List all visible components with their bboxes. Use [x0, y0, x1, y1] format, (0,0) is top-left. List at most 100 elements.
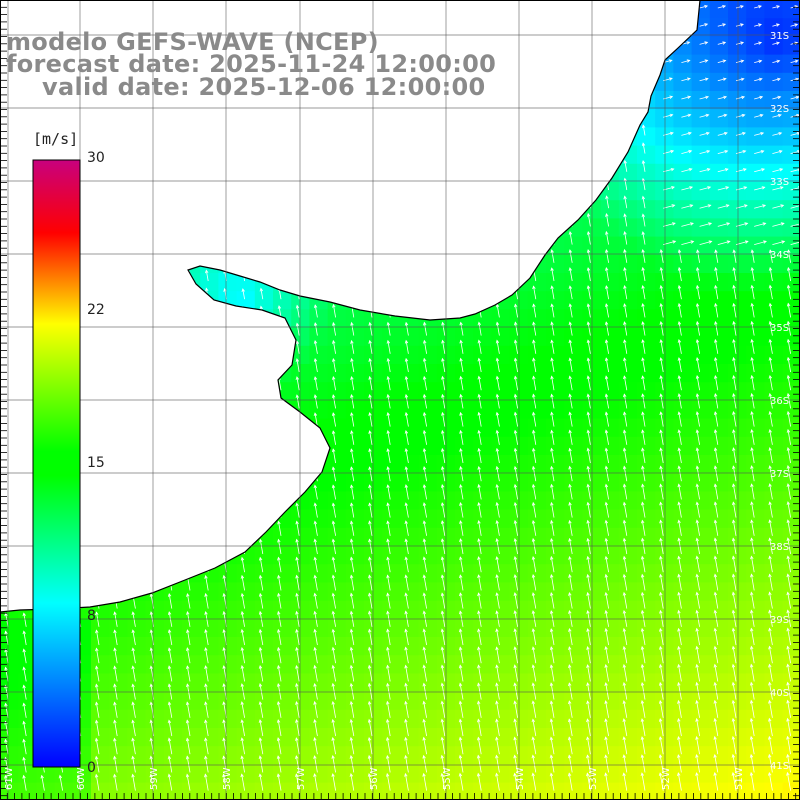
- wind-arrow: [496, 322, 500, 336]
- wind-arrow: [717, 222, 730, 227]
- wind-arrow: [605, 340, 609, 354]
- wind-arrow: [423, 394, 427, 409]
- wind-arrow: [735, 60, 744, 63]
- wind-arrow: [678, 664, 682, 682]
- wind-arrow: [460, 430, 464, 445]
- wind-arrow: [714, 411, 719, 427]
- wind-arrow: [532, 484, 537, 500]
- wind-arrow: [587, 394, 591, 409]
- wind-arrow: [714, 772, 719, 791]
- wind-arrow: [423, 701, 427, 718]
- wind-arrow: [332, 340, 336, 354]
- wind-arrow: [751, 357, 755, 373]
- wind-arrow: [96, 630, 100, 646]
- wind-arrow: [114, 702, 118, 718]
- wind-arrow: [496, 737, 500, 755]
- wind-arrow: [95, 702, 100, 718]
- wind-arrow: [696, 592, 700, 609]
- wind-arrow: [23, 631, 27, 646]
- wind-arrow: [660, 303, 664, 318]
- wind-arrow: [681, 78, 691, 82]
- wind-arrow: [772, 24, 780, 27]
- wind-arrow: [441, 502, 446, 518]
- wind-arrow: [477, 719, 482, 737]
- wind-arrow: [350, 503, 355, 518]
- wind-arrow: [678, 502, 682, 518]
- wind-arrow: [387, 358, 391, 373]
- wind-arrow: [459, 665, 464, 682]
- wind-arrow: [514, 520, 518, 536]
- wind-arrow: [735, 114, 745, 118]
- wind-arrow: [733, 321, 737, 336]
- wind-arrow: [423, 557, 427, 573]
- lat-label: 31S: [770, 31, 789, 42]
- wind-arrow: [605, 520, 609, 536]
- wind-arrow: [332, 593, 336, 609]
- wind-arrow: [387, 683, 391, 700]
- wind-arrow: [277, 756, 282, 773]
- wind-arrow: [750, 754, 755, 773]
- wind-arrow: [350, 449, 355, 464]
- wind-arrow: [296, 341, 300, 354]
- wind-arrow: [772, 60, 780, 63]
- wind-arrow: [368, 683, 373, 700]
- wind-arrow: [641, 664, 646, 682]
- wind-arrow: [787, 574, 791, 591]
- wind-arrow: [699, 41, 708, 45]
- wind-arrow: [132, 774, 136, 791]
- wind-arrow: [496, 340, 500, 354]
- wind-arrow: [641, 682, 646, 700]
- wind-arrow: [790, 96, 799, 100]
- wind-arrow: [350, 557, 355, 573]
- wind-arrow: [772, 204, 784, 209]
- wind-arrow: [735, 42, 744, 45]
- wind-arrow: [714, 502, 719, 518]
- colorbar-unit: [m/s]: [33, 130, 79, 148]
- wind-arrow: [351, 430, 355, 445]
- wind-arrow: [496, 629, 500, 646]
- wind-arrow: [532, 448, 537, 464]
- wind-arrow: [605, 394, 609, 409]
- wind-arrow: [587, 430, 591, 445]
- wind-arrow: [95, 774, 100, 791]
- wind-arrow: [787, 592, 791, 609]
- wind-arrow: [660, 285, 664, 300]
- wind-arrow: [241, 575, 245, 591]
- wind-arrow: [405, 683, 409, 700]
- wind-arrow: [605, 484, 609, 500]
- wind-arrow: [351, 322, 355, 336]
- wind-arrow: [681, 204, 693, 209]
- wind-arrow: [605, 682, 609, 700]
- wind-arrow: [478, 340, 482, 354]
- wind-arrow: [459, 557, 464, 573]
- wind-arrow: [790, 150, 800, 154]
- wind-arrow: [769, 285, 773, 300]
- wind-arrow: [259, 701, 264, 718]
- wind-arrow: [259, 647, 264, 664]
- wind-arrow: [624, 178, 628, 191]
- lat-label: 34S: [770, 250, 789, 261]
- wind-arrow: [423, 484, 427, 500]
- wind-arrow: [660, 357, 664, 373]
- wind-arrow: [641, 700, 646, 718]
- wind-arrow: [732, 700, 737, 718]
- wind-arrow: [769, 646, 773, 664]
- wind-arrow: [623, 412, 628, 427]
- wind-arrow: [386, 737, 391, 755]
- wind-arrow: [699, 78, 709, 82]
- wind-arrow: [423, 376, 427, 391]
- wind-arrow: [405, 539, 409, 555]
- wind-arrow: [277, 647, 282, 664]
- wind-arrow: [751, 339, 755, 354]
- wind-arrow: [496, 376, 500, 391]
- wind-arrow: [751, 250, 755, 263]
- wind-arrow: [587, 719, 591, 737]
- wind-arrow: [332, 503, 336, 518]
- wind-arrow: [681, 222, 694, 227]
- wind-arrow: [314, 340, 318, 354]
- colorbar-tick-0: 0: [87, 760, 96, 776]
- wind-arrow: [351, 394, 355, 409]
- wind-arrow: [332, 539, 336, 555]
- wind-arrow: [314, 521, 318, 536]
- wind-arrow: [533, 358, 537, 373]
